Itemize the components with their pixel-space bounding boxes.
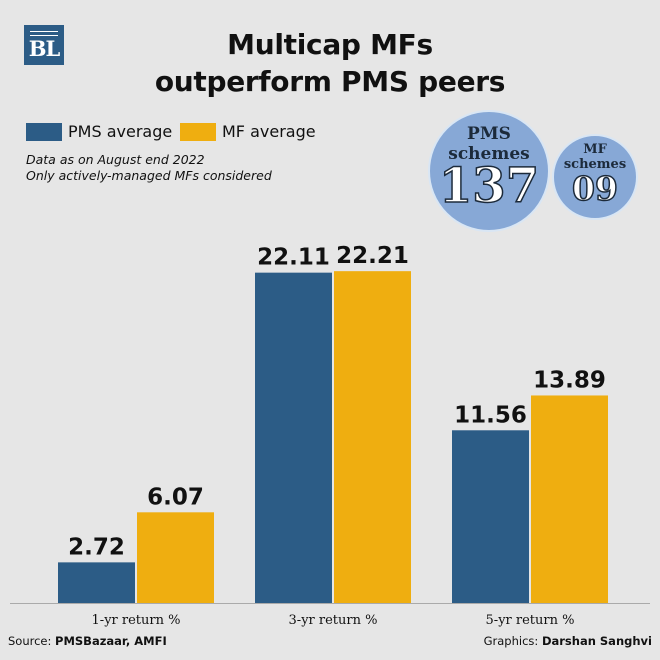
credit-text: Darshan Sanghvi xyxy=(541,634,652,648)
bar-pms-1 xyxy=(58,562,135,603)
legend-item-mf: MF average xyxy=(180,122,316,141)
credit-prefix: Graphics: xyxy=(483,634,542,648)
bar-pms-3 xyxy=(452,430,529,603)
logo-masthead-rule xyxy=(30,31,58,36)
bl-logo: BL xyxy=(24,25,64,65)
logo-text: BL xyxy=(28,36,61,61)
source-prefix: Source: xyxy=(8,634,56,648)
mf-schemes-count: 09 xyxy=(571,169,618,208)
pms-bubble-label-1: PMS xyxy=(467,124,511,144)
value-label-mf-1: 6.07 xyxy=(147,484,204,510)
graphics-credit: Graphics: Darshan Sanghvi xyxy=(484,634,652,648)
x-tick-label-2: 3-yr return % xyxy=(289,613,378,628)
value-label-mf-3: 13.89 xyxy=(533,367,606,393)
value-label-pms-2: 22.11 xyxy=(257,245,330,271)
source-text: PMSBazaar, AMFI xyxy=(55,634,167,648)
mf-bubble-label-1: MF xyxy=(583,142,607,157)
x-tick-label-3: 5-yr return % xyxy=(486,613,575,628)
legend-swatch-mf xyxy=(180,122,216,141)
x-tick-label-1: 1-yr return % xyxy=(92,613,181,628)
mf-schemes-bubble: MF schemes 09 xyxy=(552,134,638,220)
chart-title-line-2: outperform PMS peers xyxy=(154,65,506,98)
note-data-date: Data as on August end 2022 xyxy=(26,152,205,167)
pms-schemes-count: 137 xyxy=(438,158,540,214)
pms-bubble-label-2: schemes xyxy=(448,144,530,164)
value-label-mf-2: 22.21 xyxy=(336,243,409,269)
legend-item-pms: PMS average xyxy=(26,122,172,141)
source-note: Source: PMSBazaar, AMFI xyxy=(8,634,167,648)
bar-mf-2 xyxy=(334,271,411,603)
value-label-pms-1: 2.72 xyxy=(68,534,125,560)
mf-bubble-label-2: schemes xyxy=(563,157,627,172)
bar-mf-3 xyxy=(531,395,608,603)
bar-pms-2 xyxy=(255,272,332,603)
legend-swatch-pms xyxy=(26,122,62,141)
legend-label-pms: PMS average xyxy=(68,122,173,141)
value-label-pms-3: 11.56 xyxy=(454,402,527,428)
pms-schemes-bubble: PMS schemes 137 xyxy=(428,110,550,232)
chart-title-line-1: Multicap MFs xyxy=(227,28,433,61)
bar-mf-1 xyxy=(137,512,214,603)
chart-title: Multicap MFs outperform PMS peers xyxy=(120,26,540,100)
legend-label-mf: MF average xyxy=(222,122,316,141)
note-active-mfs: Only actively-managed MFs considered xyxy=(26,168,272,183)
